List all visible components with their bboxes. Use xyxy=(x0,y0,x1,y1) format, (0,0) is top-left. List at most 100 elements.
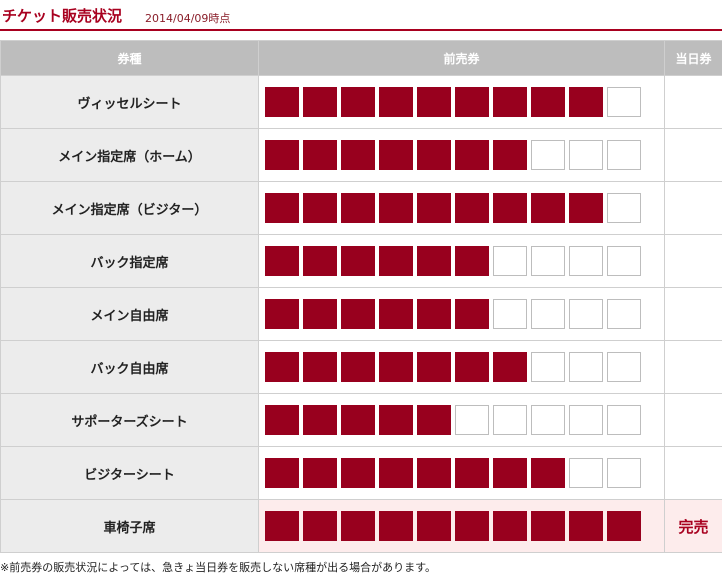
progress-block-filled xyxy=(379,193,413,223)
sales-progress-cell xyxy=(258,287,665,341)
progress-block-filled xyxy=(455,299,489,329)
progress-block-empty xyxy=(569,405,603,435)
progress-block-filled xyxy=(341,87,375,117)
progress-block-filled xyxy=(379,299,413,329)
progress-block-empty xyxy=(569,140,603,170)
progress-block-filled xyxy=(531,511,565,541)
progress-block-empty xyxy=(569,246,603,276)
sales-progress-bar xyxy=(259,87,664,117)
progress-block-filled xyxy=(417,299,451,329)
ticket-type-name: ヴィッセルシート xyxy=(0,75,259,129)
progress-block-filled xyxy=(379,405,413,435)
progress-block-empty xyxy=(493,299,527,329)
sales-progress-cell xyxy=(258,499,665,553)
progress-block-filled xyxy=(303,405,337,435)
ticket-type-name: バック指定席 xyxy=(0,234,259,288)
progress-block-filled xyxy=(531,193,565,223)
progress-block-empty xyxy=(531,140,565,170)
sales-progress-cell xyxy=(258,234,665,288)
sales-progress-bar xyxy=(259,405,664,435)
sales-progress-bar xyxy=(259,299,664,329)
progress-block-empty xyxy=(493,246,527,276)
progress-block-filled xyxy=(417,511,451,541)
table-row: メイン指定席（ホーム） xyxy=(0,128,722,182)
footer-note: ※前売券の販売状況によっては、急きょ当日券を販売しない席種が出る場合があります。 xyxy=(0,561,437,574)
progress-block-empty xyxy=(455,405,489,435)
progress-block-filled xyxy=(341,299,375,329)
progress-block-filled xyxy=(531,87,565,117)
progress-block-filled xyxy=(455,511,489,541)
table-row: バック指定席 xyxy=(0,234,722,288)
progress-block-filled xyxy=(341,458,375,488)
progress-block-filled xyxy=(303,352,337,382)
today-ticket-status xyxy=(664,393,722,447)
page-header: チケット販売状況 2014/04/09時点 xyxy=(0,0,722,31)
progress-block-filled xyxy=(303,511,337,541)
today-ticket-status xyxy=(664,340,722,394)
sales-progress-cell xyxy=(258,75,665,129)
progress-block-filled xyxy=(493,511,527,541)
table-row: メイン指定席（ビジター） xyxy=(0,181,722,235)
progress-block-filled xyxy=(379,140,413,170)
progress-block-filled xyxy=(265,87,299,117)
progress-block-filled xyxy=(341,246,375,276)
progress-block-filled xyxy=(417,246,451,276)
progress-block-filled xyxy=(303,458,337,488)
progress-block-empty xyxy=(607,405,641,435)
progress-block-empty xyxy=(607,352,641,382)
today-ticket-status xyxy=(664,75,722,129)
sales-progress-cell xyxy=(258,393,665,447)
table-row: メイン自由席 xyxy=(0,287,722,341)
sales-progress-bar xyxy=(259,458,664,488)
progress-block-filled xyxy=(265,405,299,435)
progress-block-filled xyxy=(379,87,413,117)
progress-block-filled xyxy=(455,87,489,117)
progress-block-empty xyxy=(607,140,641,170)
progress-block-filled xyxy=(569,511,603,541)
sales-progress-cell xyxy=(258,446,665,500)
progress-block-filled xyxy=(417,352,451,382)
progress-block-filled xyxy=(303,87,337,117)
sales-progress-cell xyxy=(258,128,665,182)
table-row: ビジターシート xyxy=(0,446,722,500)
progress-block-filled xyxy=(341,405,375,435)
progress-block-filled xyxy=(493,87,527,117)
progress-block-empty xyxy=(569,458,603,488)
table-body: ヴィッセルシート メイン指定席（ホーム） メイン指定席（ビジター） バック指定席 メイン… xyxy=(0,75,722,553)
sales-progress-bar xyxy=(259,140,664,170)
progress-block-filled xyxy=(379,458,413,488)
progress-block-filled xyxy=(341,352,375,382)
today-ticket-status: 完売 xyxy=(664,499,722,553)
today-ticket-status xyxy=(664,446,722,500)
progress-block-filled xyxy=(265,140,299,170)
table-row: サポーターズシート xyxy=(0,393,722,447)
as-of-date: 2014/04/09時点 xyxy=(145,12,231,25)
progress-block-filled xyxy=(265,458,299,488)
column-header-today: 当日券 xyxy=(664,40,722,76)
progress-block-filled xyxy=(417,193,451,223)
sales-progress-bar xyxy=(259,352,664,382)
progress-block-filled xyxy=(417,87,451,117)
progress-block-filled xyxy=(379,352,413,382)
progress-block-filled xyxy=(341,511,375,541)
progress-block-filled xyxy=(417,458,451,488)
progress-block-empty xyxy=(607,193,641,223)
progress-block-filled xyxy=(569,193,603,223)
table-row: 車椅子席 完売 xyxy=(0,499,722,553)
sales-progress-bar xyxy=(259,246,664,276)
ticket-status-table: 券種 前売券 当日券 ヴィッセルシート メイン指定席（ホーム） メイン指定席（ビジタ… xyxy=(0,40,722,553)
ticket-type-name: サポーターズシート xyxy=(0,393,259,447)
progress-block-filled xyxy=(265,352,299,382)
progress-block-empty xyxy=(531,352,565,382)
progress-block-filled xyxy=(303,140,337,170)
progress-block-filled xyxy=(607,511,641,541)
progress-block-empty xyxy=(531,299,565,329)
progress-block-filled xyxy=(455,352,489,382)
column-header-advance: 前売券 xyxy=(258,40,665,76)
table-header-row: 券種 前売券 当日券 xyxy=(0,40,722,76)
progress-block-empty xyxy=(607,458,641,488)
today-ticket-status xyxy=(664,181,722,235)
progress-block-filled xyxy=(341,140,375,170)
progress-block-filled xyxy=(417,140,451,170)
progress-block-filled xyxy=(303,299,337,329)
